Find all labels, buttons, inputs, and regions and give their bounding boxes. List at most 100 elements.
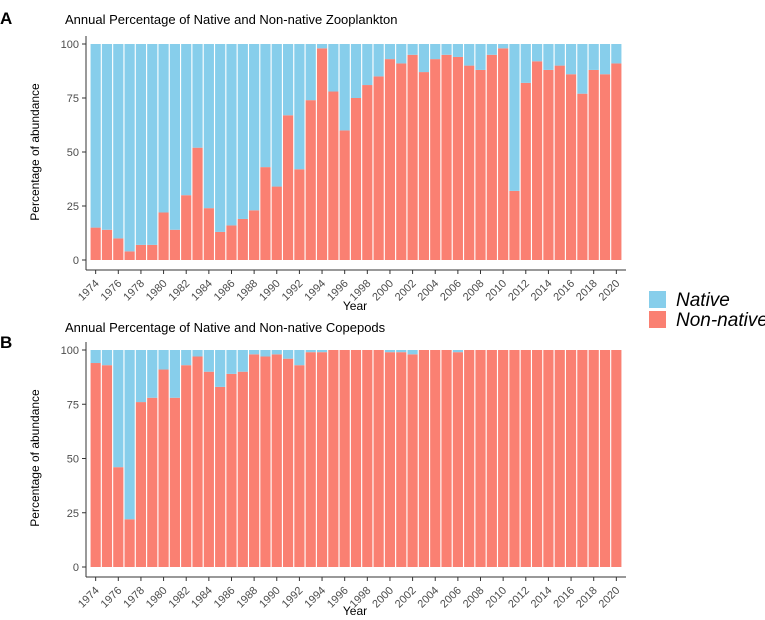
bar-non-native-1982	[181, 195, 192, 260]
y-tick-label-75: 75	[67, 399, 79, 411]
bar-native-1987	[237, 350, 248, 372]
y-tick-label-50: 50	[67, 147, 79, 159]
panel-b-title: Annual Percentage of Native and Non-nati…	[65, 320, 386, 335]
bar-native-1986	[226, 350, 237, 374]
bar-native-1995	[328, 44, 339, 92]
bar-non-native-1997	[350, 98, 362, 260]
bar-native-2001	[396, 44, 407, 64]
bar-non-native-2005	[441, 350, 452, 567]
bar-non-native-2001	[396, 352, 407, 567]
bar-non-native-2012	[520, 350, 531, 567]
panel-a-label: A	[0, 9, 12, 28]
bar-native-1979	[147, 44, 158, 245]
bar-non-native-1983	[192, 147, 203, 260]
bar-non-native-2000	[384, 352, 396, 567]
bar-non-native-1986	[226, 225, 237, 260]
bar-native-1976	[113, 44, 124, 239]
bar-non-native-1986	[226, 373, 237, 567]
bar-non-native-2016	[565, 350, 577, 567]
bar-non-native-1999	[373, 350, 384, 567]
x-tick-label-2018: 2018	[574, 585, 600, 611]
x-tick-label-1976: 1976	[99, 278, 125, 304]
y-tick-label-0: 0	[73, 255, 79, 267]
bar-native-1978	[135, 44, 147, 245]
x-tick-label-1980: 1980	[144, 585, 170, 611]
bar-native-1977	[124, 350, 135, 520]
bar-non-native-1988	[249, 354, 260, 567]
bar-non-native-1987	[237, 371, 248, 567]
panel-a: A Annual Percentage of Native and Non-na…	[0, 9, 626, 313]
bar-non-native-2018	[588, 350, 599, 567]
bar-non-native-2004	[430, 59, 441, 261]
panel-a-ylabel: Percentage of abundance	[28, 83, 42, 221]
bar-non-native-1979	[147, 244, 158, 260]
bar-native-2020	[611, 44, 622, 64]
legend-label-native: Native	[676, 290, 730, 311]
bar-native-1975	[101, 350, 113, 366]
panel-a-xlabel: Year	[343, 299, 367, 313]
x-tick-label-2000: 2000	[370, 585, 396, 611]
bar-native-1983	[192, 350, 203, 357]
bar-non-native-2019	[599, 74, 611, 261]
y-tick-label-100: 100	[61, 345, 79, 357]
x-tick-label-1988: 1988	[234, 278, 260, 304]
bar-native-1986	[226, 44, 237, 226]
bar-native-1991	[282, 44, 294, 116]
y-tick-label-75: 75	[67, 93, 79, 105]
bar-non-native-2000	[384, 59, 396, 261]
bar-native-1987	[237, 44, 248, 219]
x-tick-label-1986: 1986	[212, 278, 238, 304]
bar-native-1993	[305, 44, 316, 101]
bar-native-1975	[101, 44, 113, 230]
bar-non-native-2004	[430, 350, 441, 567]
bar-non-native-1996	[339, 130, 350, 260]
x-tick-label-2000: 2000	[370, 278, 396, 304]
bar-native-1991	[282, 350, 294, 359]
bar-non-native-2013	[532, 61, 543, 260]
bar-non-native-2015	[554, 350, 565, 567]
bar-non-native-2002	[407, 354, 418, 567]
bar-native-2002	[407, 44, 418, 55]
legend-swatch-native	[649, 291, 666, 308]
bar-non-native-1979	[147, 397, 158, 567]
bar-native-2011	[509, 44, 520, 191]
x-tick-label-2018: 2018	[574, 278, 600, 304]
bar-native-1985	[215, 350, 226, 387]
bar-native-1998	[362, 44, 373, 86]
x-tick-label-2006: 2006	[438, 585, 464, 611]
bar-non-native-1991	[282, 115, 294, 260]
bar-non-native-1975	[101, 229, 113, 260]
bar-native-2001	[396, 350, 407, 353]
bar-native-1988	[249, 44, 260, 211]
bar-native-2007	[464, 44, 475, 66]
bar-native-2010	[498, 44, 509, 49]
bar-native-2019	[599, 44, 611, 75]
bar-native-1982	[181, 350, 192, 366]
x-tick-label-2016: 2016	[551, 278, 577, 304]
x-tick-label-2012: 2012	[506, 278, 532, 304]
x-tick-label-1982: 1982	[167, 585, 193, 611]
bar-non-native-1993	[305, 100, 316, 260]
bar-non-native-2013	[532, 350, 543, 567]
bar-non-native-2017	[577, 350, 588, 567]
bar-non-native-2007	[464, 65, 475, 260]
bar-native-2013	[532, 44, 543, 62]
panel-b-plot: 0255075100197419761978198019821984198619…	[61, 342, 626, 610]
panel-a-plot: 0255075100197419761978198019821984198619…	[61, 36, 626, 303]
bar-native-1992	[294, 44, 305, 170]
bar-native-1984	[203, 350, 214, 372]
x-tick-label-2008: 2008	[461, 585, 487, 611]
bar-non-native-1995	[328, 91, 339, 261]
y-tick-label-25: 25	[67, 201, 79, 213]
bar-non-native-2016	[565, 74, 577, 261]
bar-native-2002	[407, 350, 418, 355]
bar-non-native-2012	[520, 82, 531, 260]
bar-non-native-2019	[599, 350, 611, 567]
bar-non-native-1975	[101, 365, 113, 567]
y-tick-label-25: 25	[67, 508, 79, 520]
bar-non-native-2018	[588, 69, 599, 260]
x-tick-label-1992: 1992	[280, 585, 306, 611]
bar-non-native-1990	[271, 354, 282, 567]
bar-native-1980	[158, 350, 169, 370]
bar-native-2005	[441, 44, 452, 55]
